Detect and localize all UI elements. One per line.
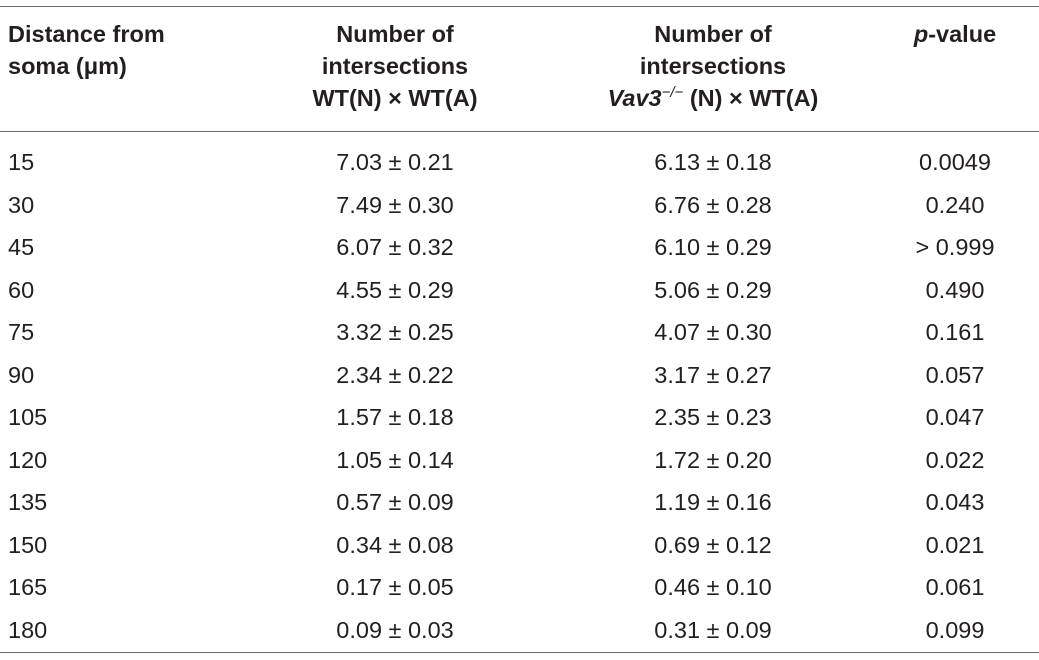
cell-wt: 6.07 ± 0.32 <box>336 234 454 260</box>
cell-pvalue: 0.022 <box>925 446 985 473</box>
cell-wt: 0.57 ± 0.09 <box>336 489 454 515</box>
header-distance-line1: Distance from <box>8 21 165 47</box>
cell-wt: 0.34 ± 0.08 <box>336 531 454 558</box>
cell-wt: 1.57 ± 0.18 <box>336 404 454 430</box>
header-vav3-rest: (N) × WT(A) <box>683 85 819 111</box>
cell-pvalue: 0.240 <box>925 191 985 218</box>
cell-distance: 105 <box>8 404 48 430</box>
cell-vav3: 0.46 ± 0.10 <box>654 574 772 600</box>
header-wt-line1: Number of <box>336 21 454 47</box>
cell-vav3: 2.35 ± 0.23 <box>654 404 772 430</box>
header-distance-line2: soma (μm) <box>8 53 127 79</box>
cell-pvalue: 0.047 <box>925 404 985 430</box>
table-row: 165 0.17 ± 0.05 0.46 ± 0.10 0.061 <box>0 566 1039 609</box>
cell-pvalue: 0.021 <box>925 531 985 558</box>
cell-distance: 30 <box>8 191 35 218</box>
cell-wt: 2.34 ± 0.22 <box>336 361 454 388</box>
cell-pvalue: 0.061 <box>925 574 985 600</box>
cell-distance: 150 <box>8 531 48 558</box>
table-row: 120 1.05 ± 0.14 1.72 ± 0.20 0.022 <box>0 439 1039 482</box>
header-rule <box>0 131 1039 132</box>
cell-vav3: 6.76 ± 0.28 <box>654 191 772 218</box>
cell-pvalue: 0.043 <box>925 489 985 515</box>
cell-wt: 0.17 ± 0.05 <box>336 574 454 600</box>
cell-wt: 7.03 ± 0.21 <box>336 149 454 175</box>
cell-vav3: 4.07 ± 0.30 <box>654 319 772 345</box>
header-vav3-line3: Vav3−/− (N) × WT(A) <box>548 82 878 118</box>
header-pvalue-p: p <box>913 21 929 47</box>
cell-distance: 165 <box>8 574 48 600</box>
cell-vav3: 1.19 ± 0.16 <box>654 489 772 515</box>
header-vav3: Number of intersections Vav3−/− (N) × WT… <box>548 18 878 118</box>
cell-wt: 1.05 ± 0.14 <box>336 446 454 473</box>
cell-wt: 0.09 ± 0.03 <box>336 616 454 643</box>
cell-vav3: 6.10 ± 0.29 <box>654 234 772 260</box>
cell-pvalue: 0.0049 <box>919 149 991 175</box>
header-wt: Number of intersections WT(N) × WT(A) <box>285 18 505 114</box>
header-pvalue-line1: p-value <box>895 18 1015 50</box>
cell-pvalue: 0.161 <box>925 319 985 345</box>
table-row: 180 0.09 ± 0.03 0.31 ± 0.09 0.099 <box>0 609 1039 652</box>
cell-vav3: 3.17 ± 0.27 <box>654 361 772 388</box>
cell-vav3: 6.13 ± 0.18 <box>654 149 772 175</box>
table-row: 60 4.55 ± 0.29 5.06 ± 0.29 0.490 <box>0 269 1039 312</box>
cell-vav3: 0.69 ± 0.12 <box>654 531 772 558</box>
cell-distance: 75 <box>8 319 35 345</box>
table-row: 90 2.34 ± 0.22 3.17 ± 0.27 0.057 <box>0 354 1039 397</box>
header-wt-line2: intersections <box>321 53 469 79</box>
cell-vav3: 5.06 ± 0.29 <box>654 276 772 303</box>
table-row: 30 7.49 ± 0.30 6.76 ± 0.28 0.240 <box>0 184 1039 227</box>
cell-pvalue: > 0.999 <box>915 234 995 260</box>
cell-wt: 3.32 ± 0.25 <box>336 319 454 345</box>
table-body: 15 7.03 ± 0.21 6.13 ± 0.18 0.0049 30 7.49 ± 0… <box>0 141 1039 651</box>
table-row: 75 3.32 ± 0.25 4.07 ± 0.30 0.161 <box>0 311 1039 354</box>
table-row: 45 6.07 ± 0.32 6.10 ± 0.29 > 0.999 <box>0 226 1039 269</box>
header-vav3-line1: Number of <box>654 21 772 47</box>
header-wt-line3: WT(N) × WT(A) <box>312 85 478 111</box>
cell-distance: 60 <box>8 276 35 303</box>
header-pvalue-rest: -value <box>928 21 997 47</box>
cell-wt: 7.49 ± 0.30 <box>336 191 454 218</box>
cell-vav3: 1.72 ± 0.20 <box>654 446 772 473</box>
table-row: 150 0.34 ± 0.08 0.69 ± 0.12 0.021 <box>0 524 1039 567</box>
cell-distance: 45 <box>8 234 35 260</box>
cell-distance: 135 <box>8 489 48 515</box>
header-pvalue: p-value <box>895 18 1015 50</box>
cell-distance: 15 <box>8 149 35 175</box>
top-rule <box>0 6 1039 7</box>
table-row: 135 0.57 ± 0.09 1.19 ± 0.16 0.043 <box>0 481 1039 524</box>
header-distance: Distance from soma (μm) <box>8 18 165 82</box>
table-row: 105 1.57 ± 0.18 2.35 ± 0.23 0.047 <box>0 396 1039 439</box>
cell-pvalue: 0.099 <box>925 616 985 643</box>
cell-vav3: 0.31 ± 0.09 <box>654 616 772 643</box>
header-vav3-gene: Vav3 <box>607 85 662 111</box>
cell-distance: 90 <box>8 361 35 388</box>
bottom-rule <box>0 652 1039 653</box>
cell-pvalue: 0.490 <box>925 276 985 303</box>
cell-distance: 120 <box>8 446 48 473</box>
cell-distance: 180 <box>8 616 48 643</box>
table-row: 15 7.03 ± 0.21 6.13 ± 0.18 0.0049 <box>0 141 1039 184</box>
cell-wt: 4.55 ± 0.29 <box>336 276 454 303</box>
header-vav3-line2: intersections <box>639 53 787 79</box>
cell-pvalue: 0.057 <box>925 361 985 388</box>
header-vav3-superscript: −/− <box>661 84 684 101</box>
